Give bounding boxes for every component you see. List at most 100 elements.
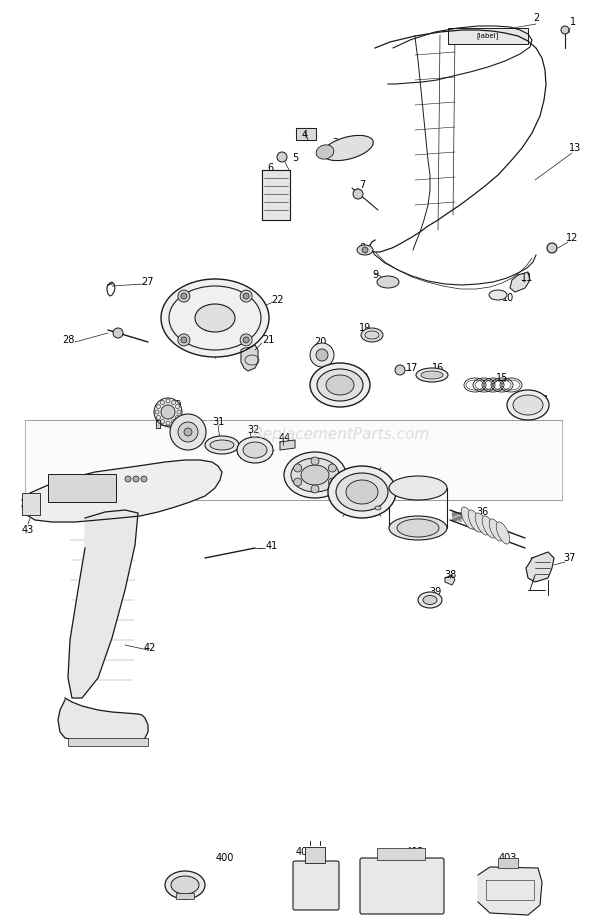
Bar bbox=[48, 474, 116, 502]
Ellipse shape bbox=[243, 442, 267, 458]
Bar bbox=[377, 848, 425, 860]
Bar bbox=[22, 493, 40, 515]
Text: 402: 402 bbox=[406, 847, 424, 857]
Text: 30: 30 bbox=[182, 415, 194, 425]
Text: 403: 403 bbox=[499, 853, 517, 863]
Ellipse shape bbox=[326, 375, 354, 395]
Ellipse shape bbox=[423, 595, 437, 605]
Ellipse shape bbox=[513, 395, 543, 415]
Ellipse shape bbox=[336, 473, 388, 511]
Polygon shape bbox=[262, 170, 290, 220]
Circle shape bbox=[154, 398, 182, 426]
Text: 18: 18 bbox=[357, 373, 369, 383]
Text: ReplacementParts.com: ReplacementParts.com bbox=[253, 427, 430, 442]
Ellipse shape bbox=[361, 328, 383, 342]
Circle shape bbox=[240, 290, 252, 302]
Bar bbox=[448, 28, 528, 44]
Circle shape bbox=[178, 334, 190, 346]
Ellipse shape bbox=[237, 437, 273, 463]
Text: 44: 44 bbox=[279, 433, 291, 443]
Ellipse shape bbox=[482, 516, 496, 538]
Ellipse shape bbox=[468, 509, 482, 532]
Polygon shape bbox=[296, 128, 316, 140]
Circle shape bbox=[294, 478, 301, 486]
Ellipse shape bbox=[165, 871, 205, 899]
Ellipse shape bbox=[475, 513, 489, 535]
Ellipse shape bbox=[377, 276, 399, 288]
Text: 32: 32 bbox=[247, 425, 259, 435]
Ellipse shape bbox=[205, 436, 239, 454]
Text: 28: 28 bbox=[62, 335, 74, 345]
Text: 31: 31 bbox=[212, 417, 224, 427]
Circle shape bbox=[328, 464, 336, 472]
Text: 401: 401 bbox=[296, 847, 314, 857]
Ellipse shape bbox=[316, 145, 334, 159]
Text: 42: 42 bbox=[144, 643, 156, 653]
Text: 6: 6 bbox=[267, 163, 273, 173]
Text: 1: 1 bbox=[570, 17, 576, 27]
Circle shape bbox=[161, 405, 175, 419]
Polygon shape bbox=[445, 575, 455, 585]
Text: 12: 12 bbox=[566, 233, 578, 243]
Circle shape bbox=[328, 478, 336, 486]
Ellipse shape bbox=[195, 304, 235, 332]
Ellipse shape bbox=[291, 458, 339, 492]
Polygon shape bbox=[510, 272, 530, 292]
Circle shape bbox=[547, 243, 557, 253]
Bar bbox=[498, 858, 518, 868]
Circle shape bbox=[395, 365, 405, 375]
Text: 11: 11 bbox=[521, 273, 533, 283]
Text: 4: 4 bbox=[302, 130, 308, 140]
Circle shape bbox=[178, 422, 198, 442]
Text: 33: 33 bbox=[301, 455, 313, 465]
Polygon shape bbox=[526, 552, 554, 582]
Ellipse shape bbox=[301, 465, 329, 485]
Text: 14: 14 bbox=[537, 395, 549, 405]
Ellipse shape bbox=[317, 369, 363, 401]
Ellipse shape bbox=[323, 136, 373, 161]
Ellipse shape bbox=[357, 245, 373, 255]
Ellipse shape bbox=[284, 452, 346, 498]
Text: [label]: [label] bbox=[477, 32, 499, 40]
Polygon shape bbox=[156, 420, 160, 428]
Polygon shape bbox=[478, 867, 542, 915]
Ellipse shape bbox=[421, 371, 443, 379]
Circle shape bbox=[178, 290, 190, 302]
Text: 35: 35 bbox=[409, 483, 421, 493]
Circle shape bbox=[141, 476, 147, 482]
Text: 36: 36 bbox=[476, 507, 488, 517]
Text: 21: 21 bbox=[262, 335, 274, 345]
Text: 2: 2 bbox=[533, 13, 539, 23]
Circle shape bbox=[353, 189, 363, 199]
Text: 22: 22 bbox=[272, 295, 284, 305]
Text: 8: 8 bbox=[359, 243, 365, 253]
Ellipse shape bbox=[328, 466, 396, 518]
Polygon shape bbox=[22, 460, 222, 522]
Polygon shape bbox=[241, 345, 258, 371]
Circle shape bbox=[181, 337, 187, 343]
Circle shape bbox=[113, 328, 123, 338]
Ellipse shape bbox=[171, 876, 199, 894]
Text: 10: 10 bbox=[502, 293, 514, 303]
Ellipse shape bbox=[389, 516, 447, 540]
Circle shape bbox=[362, 247, 368, 253]
Circle shape bbox=[243, 294, 249, 299]
Text: 19: 19 bbox=[359, 323, 371, 333]
Text: 39: 39 bbox=[429, 587, 441, 597]
Text: 27: 27 bbox=[141, 277, 153, 287]
Ellipse shape bbox=[496, 521, 510, 544]
Text: 20: 20 bbox=[314, 337, 326, 347]
Circle shape bbox=[561, 26, 569, 34]
Circle shape bbox=[277, 152, 287, 162]
Circle shape bbox=[311, 485, 319, 493]
Text: 17: 17 bbox=[406, 363, 418, 373]
Ellipse shape bbox=[346, 480, 378, 504]
FancyBboxPatch shape bbox=[293, 861, 339, 910]
Ellipse shape bbox=[210, 440, 234, 450]
FancyBboxPatch shape bbox=[360, 858, 444, 914]
Text: 41: 41 bbox=[266, 541, 278, 551]
Circle shape bbox=[316, 349, 328, 361]
Circle shape bbox=[181, 294, 187, 299]
Circle shape bbox=[184, 428, 192, 436]
Bar bbox=[68, 738, 148, 746]
